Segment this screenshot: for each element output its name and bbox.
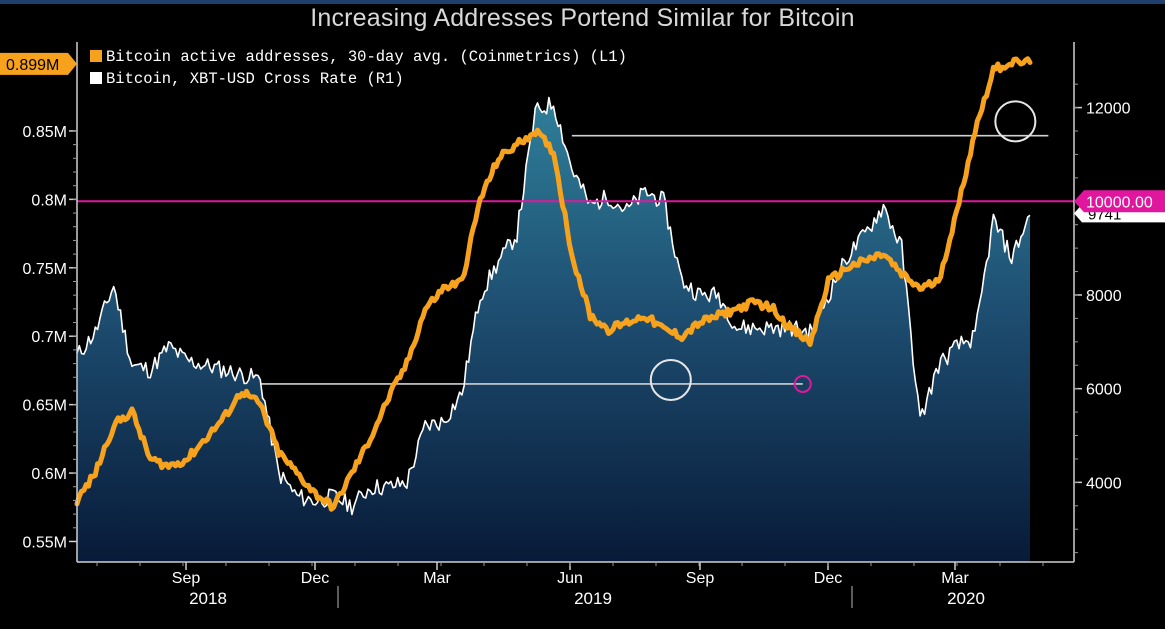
left-tick-label: 0.85M [23, 124, 67, 141]
right-tick-label: 4000 [1086, 475, 1122, 492]
x-tick-label: Mar [941, 570, 969, 587]
year-label: 2018 [189, 589, 227, 608]
top-strip [0, 0, 1165, 4]
legend-entry-xbt-usd: Bitcoin, XBT-USD Cross Rate (R1) [90, 68, 627, 90]
right-tick-label: 8000 [1086, 288, 1122, 305]
legend-swatch-orange [90, 50, 102, 62]
left-last-value-label: 0.899M [6, 57, 59, 74]
series-xbt-usd-area [77, 97, 1030, 562]
left-tick-label: 0.55M [23, 534, 67, 551]
x-tick-label: Sep [172, 570, 201, 587]
x-tick-label: Dec [814, 570, 842, 587]
annotation-circle-0 [649, 359, 692, 401]
left-tick-label: 0.8M [31, 192, 67, 209]
x-tick-label: Dec [301, 570, 329, 587]
legend-label-xbt-usd: Bitcoin, XBT-USD Cross Rate (R1) [106, 70, 404, 88]
chart-legend: Bitcoin active addresses, 30-day avg. (C… [84, 44, 637, 94]
x-tick-label: Sep [686, 570, 715, 587]
chart-title: Increasing Addresses Portend Similar for… [310, 4, 855, 32]
left-tick-label: 0.6M [31, 466, 67, 483]
legend-label-active-addresses: Bitcoin active addresses, 30-day avg. (C… [106, 48, 627, 66]
right-tick-label: 6000 [1086, 382, 1122, 399]
annotation-circle-magenta [793, 374, 812, 393]
legend-swatch-white [90, 72, 102, 84]
right-tick-label: 12000 [1086, 101, 1131, 118]
series-xbt-usd-line [76, 96, 1031, 516]
left-tick-label: 0.65M [23, 398, 67, 415]
annotation-circle-1 [994, 100, 1037, 143]
left-tick-label: 0.7M [31, 329, 67, 346]
right-threshold-label: 10000.00 [1086, 194, 1153, 211]
x-tick-label: Jun [557, 570, 583, 587]
year-label: 2019 [574, 589, 612, 608]
x-tick-label: Mar [423, 570, 451, 587]
left-last-value-tag [0, 52, 77, 75]
right-threshold-tag [1074, 190, 1165, 213]
left-tick-label: 0.75M [23, 261, 67, 278]
year-label: 2020 [947, 589, 985, 608]
legend-entry-active-addresses: Bitcoin active addresses, 30-day avg. (C… [90, 46, 627, 68]
series-active-addresses-line [74, 56, 1033, 512]
